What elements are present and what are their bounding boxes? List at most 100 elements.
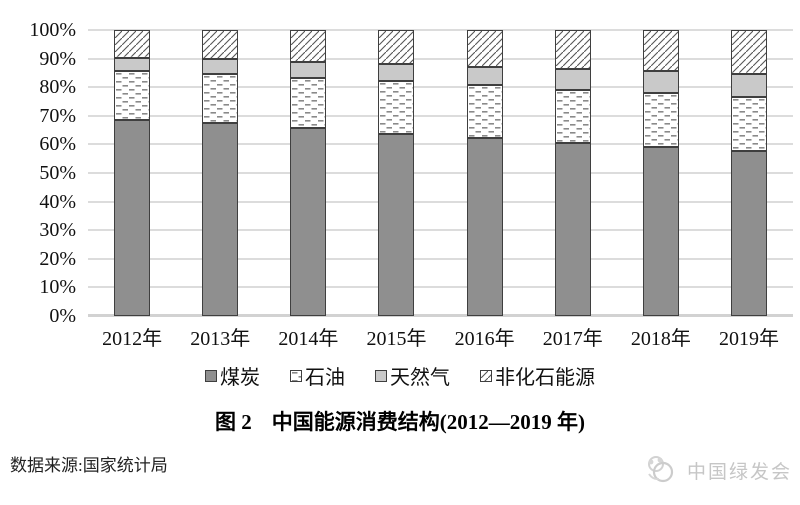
segment-天然气-2016年	[466, 67, 503, 85]
bar-column-2016年	[441, 30, 529, 316]
stacked-bar-2014年	[290, 30, 327, 316]
segment-石油-2014年	[290, 78, 327, 128]
y-tick-label-50: 50%	[39, 162, 76, 184]
gridline-90	[88, 57, 793, 60]
gridline-60	[88, 143, 793, 146]
legend-swatch-煤炭	[205, 369, 217, 382]
legend-label-天然气: 天然气	[390, 367, 450, 389]
segment-煤炭-2013年	[202, 123, 239, 316]
legend-item-煤炭: 煤炭	[205, 361, 260, 390]
segment-石油-2018年	[642, 93, 679, 148]
legend-swatch-天然气	[375, 369, 387, 382]
watermark-text: 中国绿发会	[686, 461, 792, 483]
segment-石油-2015年	[378, 80, 415, 134]
gridline-30	[88, 229, 793, 232]
segment-煤炭-2015年	[378, 133, 415, 316]
gridline-10	[88, 286, 793, 289]
x-tick-label-2018年: 2018年	[630, 328, 691, 350]
data-source-note: 数据来源:国家统计局	[10, 456, 168, 475]
segment-石油-2017年	[554, 89, 591, 144]
segment-非化石能源-2016年	[466, 30, 503, 68]
x-tick-label-2017年: 2017年	[542, 328, 603, 350]
figure-title: 中国能源消费结构(2012—2019 年)	[271, 410, 585, 434]
segment-煤炭-2016年	[466, 138, 503, 316]
legend-swatch-非化石能源	[480, 369, 492, 382]
stacked-bar-2013年	[202, 30, 239, 316]
segment-煤炭-2017年	[554, 143, 591, 316]
figure-label: 图 2	[215, 410, 252, 434]
segment-非化石能源-2019年	[730, 30, 767, 74]
segment-天然气-2012年	[114, 57, 151, 72]
y-tick-label-60: 60%	[39, 133, 76, 156]
y-tick-label-90: 90%	[39, 47, 76, 70]
x-axis-labels: 2012年 2013年 2014年 2015年 2016年 2017年 2018年 2019年	[88, 322, 793, 351]
bar-column-2019年	[705, 30, 793, 316]
segment-天然气-2015年	[378, 64, 415, 81]
x-tick-label-2019年: 2019年	[718, 328, 779, 350]
legend-swatch-石油	[290, 369, 302, 382]
y-tick-label-40: 40%	[39, 190, 76, 213]
legend-label-石油: 石油	[305, 367, 345, 389]
legend-item-石油: 石油	[290, 361, 345, 390]
legend-label-非化石能源: 非化石能源	[495, 367, 595, 389]
bar-column-2014年	[264, 30, 352, 316]
gridline-20	[88, 257, 793, 260]
bar-column-2018年	[617, 30, 705, 316]
segment-非化石能源-2013年	[202, 30, 239, 60]
cgdf-panda-logo-icon	[647, 456, 674, 483]
segment-非化石能源-2014年	[290, 30, 327, 63]
stacked-bar-2017年	[554, 30, 591, 316]
gridline-50	[88, 172, 793, 174]
segment-天然气-2014年	[290, 62, 327, 79]
stacked-bar-2018年	[642, 30, 679, 316]
chart-legend: 煤炭 石油 天然气 非化石能源	[0, 361, 800, 390]
stacked-bar-2012年	[114, 30, 151, 316]
bar-series	[88, 30, 793, 316]
gridline-40	[88, 200, 793, 203]
x-tick-label-2015年: 2015年	[366, 328, 427, 350]
legend-item-非化石能源: 非化石能源	[480, 361, 595, 390]
segment-石油-2016年	[466, 84, 503, 139]
bar-column-2012年	[88, 30, 176, 316]
segment-非化石能源-2015年	[378, 30, 415, 65]
bar-column-2015年	[352, 30, 440, 316]
x-tick-label-2014年: 2014年	[278, 328, 339, 350]
watermark: 中国绿发会	[641, 452, 792, 488]
stacked-bar-2016年	[466, 30, 503, 316]
segment-石油-2012年	[114, 71, 151, 121]
x-tick-label-2016年: 2016年	[454, 328, 515, 350]
segment-煤炭-2012年	[114, 120, 151, 316]
plot-area	[88, 29, 793, 317]
segment-天然气-2013年	[202, 59, 239, 75]
x-tick-label-2013年: 2013年	[190, 328, 251, 350]
stacked-bar-2015年	[378, 30, 415, 316]
y-tick-label-30: 30%	[39, 219, 76, 242]
segment-天然气-2017年	[554, 69, 591, 90]
y-tick-label-20: 20%	[39, 247, 76, 270]
segment-煤炭-2019年	[730, 150, 767, 316]
segment-石油-2013年	[202, 74, 239, 124]
gridline-80	[88, 86, 793, 89]
y-tick-label-100: 100%	[29, 19, 76, 41]
y-tick-label-0: 0%	[49, 305, 76, 327]
x-tick-label-2012年: 2012年	[102, 328, 163, 350]
bar-column-2017年	[529, 30, 617, 316]
bar-column-2013年	[176, 30, 264, 316]
segment-非化石能源-2018年	[642, 30, 679, 72]
legend-label-煤炭: 煤炭	[220, 367, 260, 389]
segment-煤炭-2018年	[642, 147, 679, 316]
gridline-100	[88, 29, 793, 31]
y-tick-label-10: 10%	[39, 276, 76, 299]
segment-煤炭-2014年	[290, 127, 327, 316]
segment-天然气-2019年	[730, 73, 767, 97]
segment-天然气-2018年	[642, 71, 679, 94]
segment-非化石能源-2017年	[554, 30, 591, 70]
gridline-70	[88, 114, 793, 117]
stacked-bar-2019年	[730, 30, 767, 316]
segment-石油-2019年	[730, 96, 767, 151]
y-tick-label-80: 80%	[39, 76, 76, 99]
figure-caption: 图 2 中国能源消费结构(2012—2019 年)	[0, 406, 800, 436]
y-axis: 0% 10% 20% 30% 40% 50% 60% 70% 80% 90% 100%	[0, 19, 80, 327]
legend-item-天然气: 天然气	[375, 361, 450, 390]
